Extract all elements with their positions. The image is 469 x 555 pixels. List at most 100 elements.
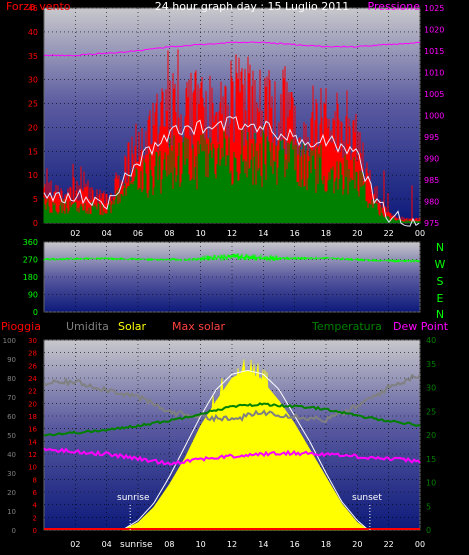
compass-n-bottom: N (436, 308, 444, 321)
wind-x-tick-label: 10 (196, 229, 206, 238)
wind-tick-label: 25 (28, 100, 38, 109)
humidity-tick-label: 40 (7, 451, 16, 459)
wind-x-tick-label: 18 (321, 229, 331, 238)
humidity-tick-label: 70 (7, 394, 16, 402)
dew-point-line (43, 447, 421, 466)
humidity-tick-label: 100 (3, 337, 16, 345)
temperature-tick-label: 25 (426, 407, 436, 416)
rain-tick-label: 24 (28, 375, 37, 383)
humidity-tick-label: 0 (12, 527, 16, 535)
sunrise-axis-label: sunrise (120, 540, 153, 550)
environment-x-tick-label: 16 (290, 540, 300, 549)
wind-average-line (43, 116, 420, 227)
wind-x-tick-label: 14 (258, 229, 268, 238)
humidity-tick-label: 20 (7, 489, 16, 497)
pressure-tick-label: 1005 (424, 90, 444, 99)
humidity-tick-label: 60 (7, 413, 16, 421)
environment-x-tick-label: 18 (321, 540, 331, 549)
wind-x-tick-label: 22 (384, 229, 394, 238)
wind-tick-label: 15 (28, 147, 38, 156)
wind-tick-label: 5 (33, 195, 38, 204)
pressure-tick-label: 1000 (424, 112, 444, 121)
compass-e: E (437, 292, 444, 305)
wind-x-tick-label: 00 (415, 229, 425, 238)
wind-tick-label: 30 (28, 76, 38, 85)
environment-x-tick-label: 04 (102, 540, 112, 549)
direction-tick-label: 180 (23, 273, 38, 282)
rain-tick-label: 26 (28, 362, 37, 370)
rain-tick-label: 6 (33, 489, 38, 497)
rain-tick-label: 16 (28, 426, 37, 434)
temperature-line (43, 402, 421, 437)
wind-tick-label: 20 (28, 123, 38, 132)
left-axis-title: Forza vento (6, 0, 71, 13)
legend-temperatura: Temperatura (311, 320, 382, 333)
sunset-label: sunset (352, 493, 382, 503)
rain-tick-label: 22 (28, 388, 37, 396)
direction-tick-label: 90 (28, 291, 38, 300)
humidity-tick-label: 10 (7, 508, 16, 516)
rain-tick-label: 4 (33, 502, 38, 510)
wind-tick-label: 10 (28, 171, 38, 180)
temperature-tick-label: 15 (426, 455, 436, 464)
humidity-tick-label: 90 (7, 356, 16, 364)
wind-x-tick-label: 06 (133, 229, 143, 238)
wind-x-tick-label: 12 (227, 229, 237, 238)
wind-x-tick-label: 02 (70, 229, 80, 238)
temperature-tick-label: 40 (426, 336, 436, 345)
wind-x-tick-label: 04 (102, 229, 112, 238)
pressure-line (43, 41, 421, 57)
wind-tick-label: 0 (33, 219, 38, 228)
wind-direction-trace (43, 253, 421, 263)
environment-x-tick-label: 22 (384, 540, 394, 549)
environment-x-tick-label: 12 (227, 540, 237, 549)
rain-tick-label: 30 (28, 337, 37, 345)
pressure-tick-label: 975 (424, 219, 439, 228)
humidity-line (43, 373, 421, 423)
pressure-tick-label: 1015 (424, 47, 444, 56)
rain-tick-label: 12 (28, 451, 37, 459)
temperature-tick-label: 30 (426, 384, 436, 393)
wind-tick-label: 35 (28, 52, 38, 61)
temperature-tick-label: 5 (426, 502, 431, 511)
environment-x-tick-label: 02 (70, 540, 80, 549)
rain-tick-label: 20 (28, 400, 37, 408)
legend-dew-point: Dew Point (393, 320, 449, 333)
pressure-tick-label: 995 (424, 133, 439, 142)
wind-tick-label: 45 (28, 4, 38, 13)
direction-tick-label: 360 (23, 238, 38, 247)
direction-tick-label: 0 (33, 308, 38, 317)
temperature-tick-label: 0 (426, 526, 431, 535)
sunrise-label: sunrise (117, 493, 150, 503)
right-axis-title: Pressione (368, 0, 421, 13)
temperature-tick-label: 35 (426, 360, 436, 369)
rain-tick-label: 18 (28, 413, 37, 421)
wind-x-tick-label: 16 (290, 229, 300, 238)
humidity-tick-label: 30 (7, 470, 16, 478)
compass-w: W (435, 258, 446, 271)
pressure-tick-label: 990 (424, 155, 439, 164)
environment-x-tick-label: 00 (415, 540, 425, 549)
humidity-tick-label: 50 (7, 432, 16, 440)
wind-x-tick-label: 08 (164, 229, 174, 238)
pressure-tick-label: 1010 (424, 69, 444, 78)
rain-tick-label: 10 (28, 464, 37, 472)
wind-tick-label: 40 (28, 28, 38, 37)
humidity-tick-label: 80 (7, 375, 16, 383)
pressure-tick-label: 985 (424, 176, 439, 185)
pressure-tick-label: 980 (424, 198, 439, 207)
wind-x-tick-label: 20 (352, 229, 362, 238)
legend-umidita: Umidita (66, 320, 109, 333)
environment-x-tick-label: 14 (258, 540, 268, 549)
rain-tick-label: 8 (33, 476, 37, 484)
pressure-tick-label: 1025 (424, 4, 444, 13)
compass-s: S (437, 275, 444, 288)
legend-solar: Solar (118, 320, 147, 333)
rain-tick-label: 0 (33, 527, 37, 535)
rain-tick-label: 14 (28, 438, 37, 446)
rain-tick-label: 2 (33, 514, 37, 522)
environment-x-tick-label: 08 (164, 540, 174, 549)
temperature-tick-label: 10 (426, 479, 436, 488)
